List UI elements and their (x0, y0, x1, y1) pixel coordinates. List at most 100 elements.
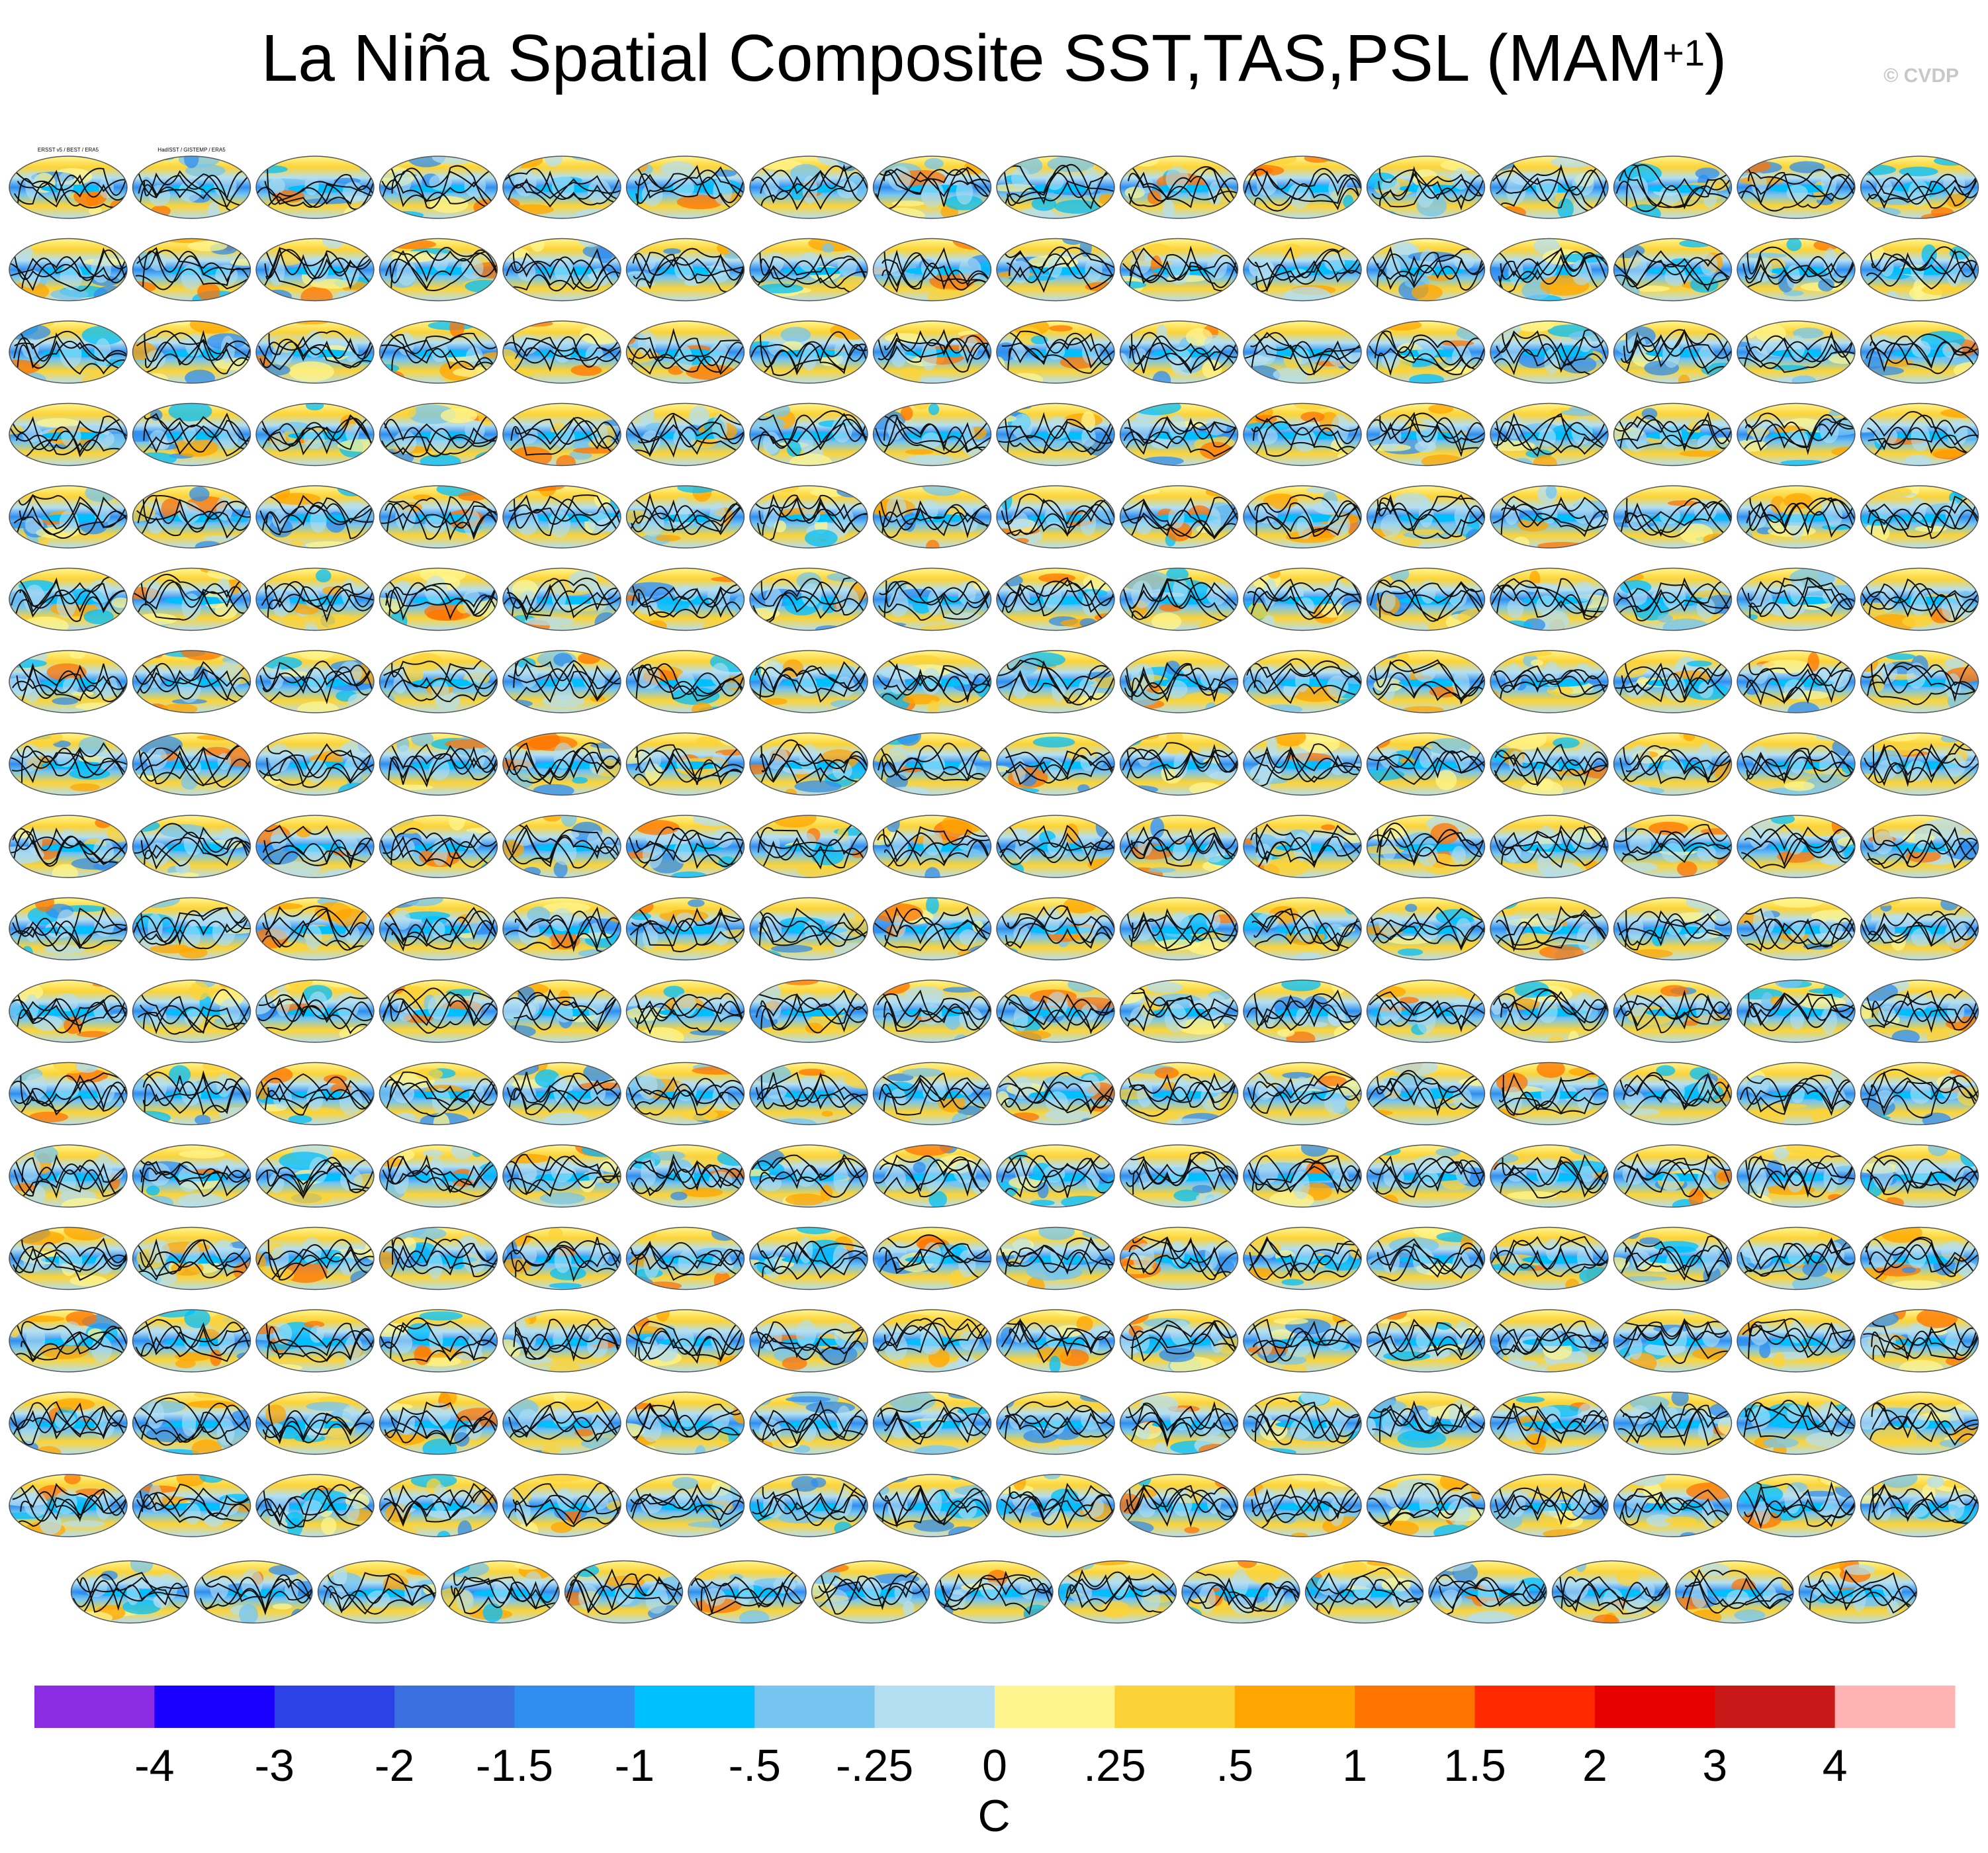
map-panel (1243, 402, 1362, 467)
map-panel (1860, 732, 1979, 796)
map-panel (1490, 567, 1609, 631)
map-panel (1119, 156, 1239, 219)
colorbar-tick-label: 3 (1702, 1740, 1727, 1791)
map-panel (1737, 1144, 1856, 1208)
colorbar-tick-label: 4 (1823, 1740, 1848, 1791)
map-panel (132, 402, 251, 467)
map-panel (625, 156, 745, 219)
map-panel (1243, 1391, 1362, 1455)
map-panel (1366, 979, 1486, 1043)
map-panel (1737, 1474, 1856, 1537)
map-panel (996, 650, 1115, 713)
map-panel (502, 1474, 621, 1537)
map-panel (996, 1226, 1115, 1290)
map-panel (1860, 1474, 1979, 1537)
map-panel (749, 485, 868, 549)
map-panel (749, 897, 868, 961)
map-panel (1613, 1391, 1733, 1455)
map-panel (132, 1144, 251, 1208)
map-panel (1860, 320, 1979, 384)
map-panel (1243, 1062, 1362, 1126)
map-panel (255, 402, 375, 467)
map-panel (1366, 1144, 1486, 1208)
map-panel (1490, 1226, 1609, 1290)
map-panel (625, 650, 745, 713)
map-panel (1119, 238, 1239, 302)
map-panel (1737, 1062, 1856, 1126)
map-panel (1737, 1226, 1856, 1290)
map-panel (502, 1144, 621, 1208)
map-panel (1613, 1474, 1733, 1537)
map-panel (1243, 732, 1362, 796)
colorbar-box (874, 1686, 995, 1728)
map-panel (625, 1144, 745, 1208)
map-panel (1737, 897, 1856, 961)
map-panel (1860, 1309, 1979, 1373)
map-panel (502, 897, 621, 961)
colorbar-boxes (34, 1686, 1956, 1728)
map-panel (872, 1144, 992, 1208)
map-panel (1366, 897, 1486, 961)
map-panel (502, 1391, 621, 1455)
map-panel (1798, 1560, 1918, 1624)
map-panel (1243, 320, 1362, 384)
map-panel (1860, 402, 1979, 467)
map-panel-grid: ERSST v5 / BEST / ERA5 HadISST / GISTEMP … (9, 147, 1979, 1624)
map-panel (872, 238, 992, 302)
map-panel (1366, 238, 1486, 302)
map-panel (132, 815, 251, 878)
map-panel (1613, 979, 1733, 1043)
map-panel (502, 402, 621, 467)
colorbar-tick-label: 1.5 (1443, 1740, 1506, 1791)
colorbar-box (754, 1686, 876, 1728)
colorbar-box (1834, 1686, 1956, 1728)
page-title: La Niña Spatial Composite SST,TAS,PSL (M… (261, 21, 1727, 95)
map-panel (132, 238, 251, 302)
map-panel (1243, 979, 1362, 1043)
map-panel (1490, 979, 1609, 1043)
colorbar-tick-label: 1 (1342, 1740, 1367, 1791)
map-panel (625, 732, 745, 796)
map-panel (9, 402, 128, 467)
map-panel (1366, 567, 1486, 631)
map-panel (1860, 897, 1979, 961)
map-panel (502, 979, 621, 1043)
map-panel (379, 320, 498, 384)
map-panel (625, 1391, 745, 1455)
map-panel (255, 156, 375, 219)
map-panel (1243, 1474, 1362, 1537)
map-panel (132, 897, 251, 961)
map-panel (1490, 1309, 1609, 1373)
map-panel (132, 1062, 251, 1126)
map-panel (1737, 567, 1856, 631)
map-panel (255, 567, 375, 631)
map-panel (1737, 485, 1856, 549)
map-panel (625, 1226, 745, 1290)
colorbar-box (154, 1686, 275, 1728)
colorbar-tick-label: -.5 (729, 1740, 781, 1791)
map-panel (1613, 1309, 1733, 1373)
map-panel (749, 1226, 868, 1290)
colorbar-box (1234, 1686, 1355, 1728)
map-panel (379, 1309, 498, 1373)
map-panel (1243, 1144, 1362, 1208)
map-panel (255, 1309, 375, 1373)
map-panel (1243, 1309, 1362, 1373)
map-panel (1737, 650, 1856, 713)
map-panel (132, 320, 251, 384)
map-panel (255, 815, 375, 878)
map-panel (1613, 485, 1733, 549)
map-panel (996, 897, 1115, 961)
map-panel (1613, 732, 1733, 796)
map-panel (1490, 402, 1609, 467)
map-panel (749, 732, 868, 796)
map-panel (749, 320, 868, 384)
map-panel (9, 1391, 128, 1455)
map-panel (749, 156, 868, 219)
map-panel (9, 1309, 128, 1373)
map-panel (1490, 485, 1609, 549)
colorbar-box (274, 1686, 395, 1728)
map-panel (1860, 1144, 1979, 1208)
map-panel (625, 897, 745, 961)
map-panel (1243, 238, 1362, 302)
